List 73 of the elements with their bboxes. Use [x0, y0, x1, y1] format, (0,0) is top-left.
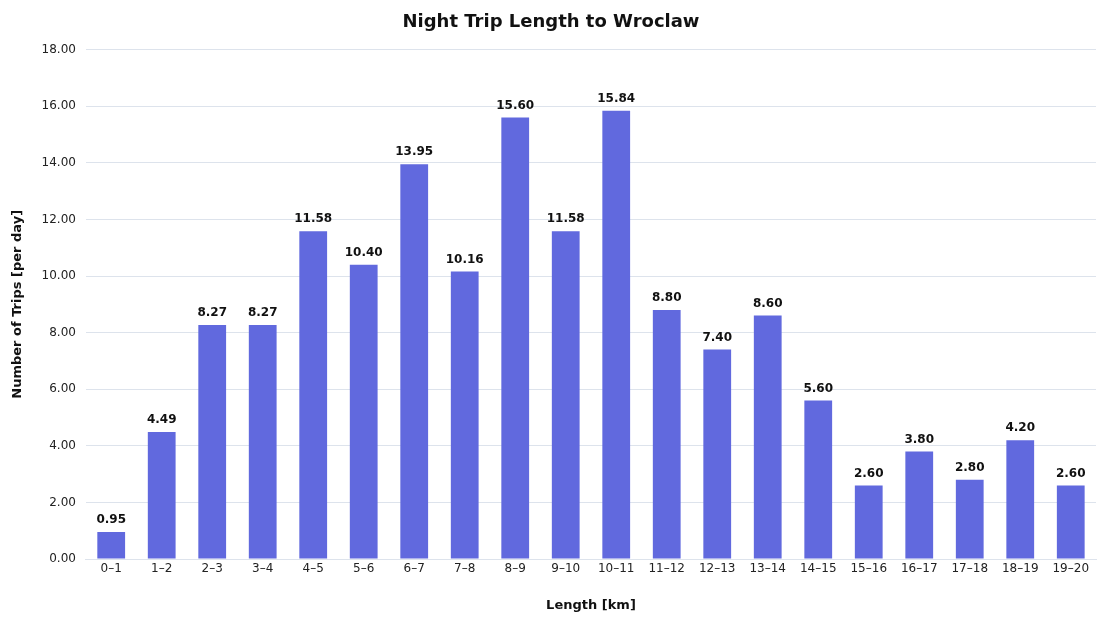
bar: [905, 451, 934, 559]
y-tick-label: 4.00: [49, 437, 76, 452]
bar: [602, 110, 631, 559]
data-label: 11.58: [294, 211, 333, 226]
x-tick-label: 13–14: [749, 561, 787, 576]
x-tick-label: 14–15: [799, 561, 837, 576]
data-label: 4.20: [1005, 420, 1036, 435]
bar: [854, 485, 883, 559]
bar: [652, 309, 681, 559]
x-tick-label: 2–3: [201, 561, 223, 576]
data-label: 0.95: [96, 512, 127, 527]
data-label: 2.60: [853, 465, 884, 480]
bar: [147, 431, 176, 559]
y-tick-label: 8.00: [49, 324, 76, 339]
x-tick-label: 9–10: [551, 561, 581, 576]
data-label: 5.60: [803, 380, 834, 395]
data-label: 11.58: [546, 211, 585, 226]
x-tick-label: 15–16: [850, 561, 888, 576]
bar: [400, 164, 429, 559]
x-tick-label: 16–17: [900, 561, 938, 576]
data-label: 8.27: [197, 305, 228, 320]
bar: [753, 315, 782, 559]
data-label: 15.60: [496, 97, 535, 112]
data-label: 13.95: [395, 144, 434, 159]
bar: [97, 532, 126, 559]
bar: [955, 479, 984, 559]
data-label: 10.16: [445, 251, 484, 266]
data-label: 2.60: [1055, 465, 1086, 480]
x-tick-label: 10–11: [597, 561, 635, 576]
y-tick-label: 0.00: [49, 551, 76, 566]
x-tick-label: 5–6: [353, 561, 375, 576]
bar: [1056, 485, 1085, 559]
x-tick-label: 3–4: [252, 561, 274, 576]
data-label: 3.80: [904, 431, 935, 446]
bar: [804, 400, 833, 559]
data-label: 4.49: [146, 412, 177, 427]
x-tick-label: 12–13: [698, 561, 736, 576]
x-tick-label: 18–19: [1001, 561, 1039, 576]
x-tick-label: 1–2: [151, 561, 173, 576]
bar: [703, 349, 732, 559]
chart-title: Night Trip Length to Wroclaw: [402, 10, 700, 32]
x-tick-label: 17–18: [951, 561, 989, 576]
x-tick-label: 6–7: [403, 561, 425, 576]
data-label: 15.84: [597, 90, 636, 105]
x-tick-label: 0–1: [100, 561, 122, 576]
bar: [1006, 440, 1035, 559]
y-axis-title: Number of Trips [per day]: [9, 209, 25, 399]
y-tick-label: 18.00: [41, 41, 76, 56]
bar: [198, 324, 227, 559]
x-tick-label: 11–12: [648, 561, 685, 576]
data-label: 8.60: [752, 295, 783, 310]
bar: [551, 231, 580, 559]
y-tick-label: 12.00: [41, 211, 76, 226]
bar: [299, 231, 328, 559]
data-label: 2.80: [954, 459, 985, 474]
x-tick-label: 8–9: [504, 561, 526, 576]
data-label: 10.40: [344, 244, 383, 259]
y-tick-label: 10.00: [41, 268, 76, 283]
data-label: 8.27: [247, 305, 278, 320]
x-tick-label: 7–8: [454, 561, 476, 576]
bar: [450, 271, 479, 559]
x-axis-title: Length [km]: [546, 596, 636, 612]
y-tick-label: 2.00: [49, 494, 76, 509]
bar: [349, 264, 378, 559]
y-tick-label: 14.00: [41, 154, 76, 169]
bar: [501, 117, 530, 559]
x-tick-label: 19–20: [1052, 561, 1090, 576]
y-tick-label: 16.00: [41, 98, 76, 113]
data-label: 7.40: [702, 329, 733, 344]
bar: [248, 324, 277, 559]
data-label: 8.80: [651, 290, 682, 305]
x-tick-label: 4–5: [302, 561, 324, 576]
y-tick-label: 6.00: [49, 381, 76, 396]
